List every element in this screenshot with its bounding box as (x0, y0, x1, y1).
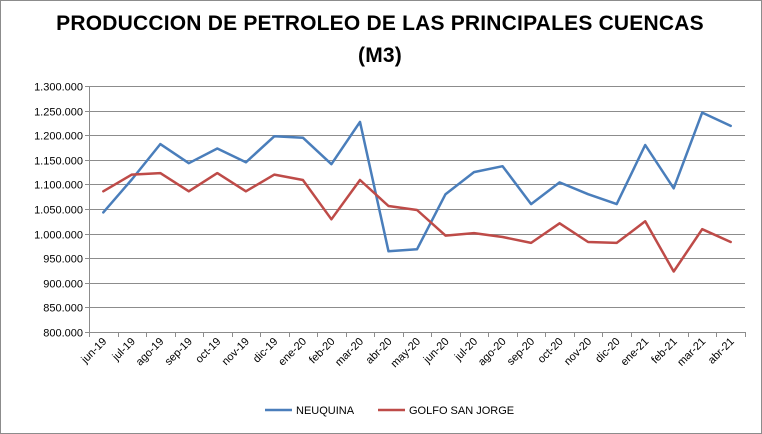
x-tick-label: may-20 (389, 336, 423, 370)
series-lines (102, 111, 732, 273)
x-tick-label: abr-21 (706, 336, 737, 367)
y-tick-label: 1.300.000 (34, 82, 83, 94)
axes (85, 86, 746, 337)
x-tick-label: mar-21 (675, 336, 708, 369)
y-tick-label: 1.000.000 (34, 230, 83, 242)
y-tick-label: 950.000 (43, 254, 83, 266)
series-line-2 (102, 171, 732, 273)
y-tick-label: 1.050.000 (34, 205, 83, 217)
x-tick-label: jun-19 (79, 336, 110, 367)
x-tick-label: oct-20 (536, 336, 566, 366)
series-line-1 (102, 111, 732, 253)
y-tick-label: 1.150.000 (34, 156, 83, 168)
y-tick-label: 1.250.000 (34, 107, 83, 119)
legend-label-1: NEUQUINA (296, 405, 355, 417)
y-tick-label: 1.100.000 (34, 180, 83, 192)
y-tick-label: 850.000 (43, 303, 83, 315)
y-tick-label: 1.200.000 (34, 131, 83, 143)
legend-label-2: GOLFO SAN JORGE (409, 405, 514, 417)
x-tick-label: sep-20 (505, 336, 537, 368)
x-tick-label: jun-20 (421, 336, 452, 367)
y-axis-labels: 800.000 850.000 900.000 950.000 1.000.000 1.0… (34, 82, 83, 340)
y-tick-label: 800.000 (43, 328, 83, 340)
legend: NEUQUINA GOLFO SAN JORGE (265, 405, 514, 417)
x-tick-label: ago-19 (134, 336, 167, 369)
x-tick-label: ene-20 (276, 336, 309, 369)
x-tick-label: ene-21 (619, 336, 652, 369)
x-tick-label: nov-20 (562, 336, 594, 368)
chart-title: PRODUCCION DE PETROLEO DE LAS PRINCIPALE… (56, 12, 704, 35)
x-tick-label: ago-20 (476, 336, 509, 369)
chart-subtitle: (M3) (358, 44, 402, 67)
x-tick-label: mar-20 (333, 336, 366, 369)
y-tick-label: 900.000 (43, 279, 83, 291)
x-axis-labels: jun-19 jul-19ago-19sep-19oct-19nov-19dic-… (79, 336, 737, 370)
x-tick-label: oct-19 (193, 336, 223, 366)
x-tick-label: sep-19 (163, 336, 195, 368)
x-tick-label: nov-19 (220, 336, 252, 368)
